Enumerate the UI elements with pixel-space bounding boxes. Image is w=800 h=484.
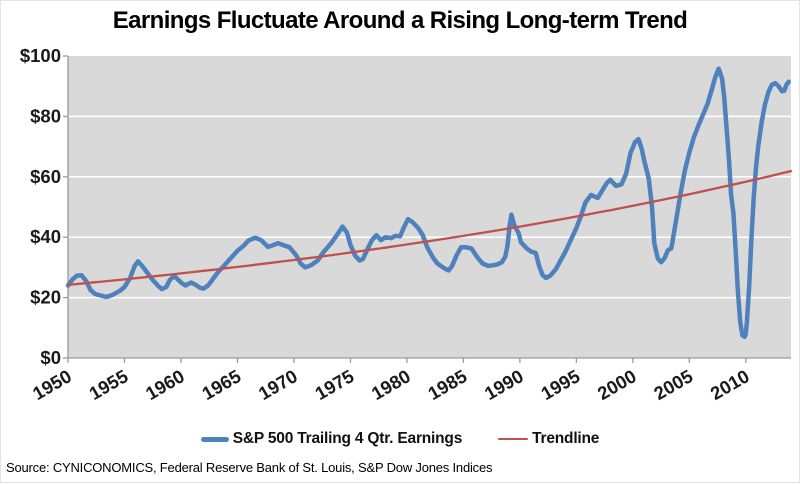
earnings-line-swatch [200, 436, 229, 442]
x-axis-tick-label: 2000 [594, 365, 640, 404]
x-axis-tick-label: 1995 [537, 365, 583, 404]
x-axis-tick-label: 1985 [424, 365, 470, 404]
legend: S&P 500 Trailing 4 Qtr. Earnings Trendli… [1, 428, 799, 450]
x-axis-tick-label: 1955 [85, 365, 131, 404]
earnings-line [65, 66, 791, 340]
x-axis-tick-label: 1990 [481, 365, 527, 404]
legend-label-trendline: Trendline [532, 430, 600, 447]
x-axis-tick-label: 2005 [650, 365, 696, 404]
x-axis-tick-label: 1950 [29, 365, 75, 404]
legend-item-trendline: Trendline [498, 430, 599, 448]
chart-title: Earnings Fluctuate Around a Rising Long-… [112, 7, 688, 34]
x-axis-tick-label: 1980 [368, 365, 414, 404]
y-axis-tick-label: $60 [30, 166, 61, 187]
y-axis-tick-label: $40 [30, 226, 61, 247]
x-axis-tick-label: 1965 [198, 365, 244, 404]
x-axis-tick-label: 2010 [707, 365, 753, 404]
y-axis-tick-label: $100 [20, 45, 61, 66]
y-axis-tick-label: $80 [30, 105, 61, 126]
y-axis-tick-label: $20 [30, 287, 61, 308]
source-note: Source: CYNICONOMICS, Federal Reserve Ba… [6, 460, 493, 475]
plot-background [68, 56, 791, 358]
x-axis-tick-label: 1960 [142, 365, 188, 404]
trendline [66, 169, 793, 287]
x-axis-tick-label: 1970 [255, 365, 301, 404]
legend-label-earnings: S&P 500 Trailing 4 Qtr. Earnings [232, 430, 463, 447]
legend-item-earnings: S&P 500 Trailing 4 Qtr. Earnings [200, 430, 463, 448]
y-axis-tick-label: $0 [40, 347, 61, 368]
x-axis-tick-label: 1975 [311, 365, 357, 404]
trendline-swatch [498, 437, 529, 441]
